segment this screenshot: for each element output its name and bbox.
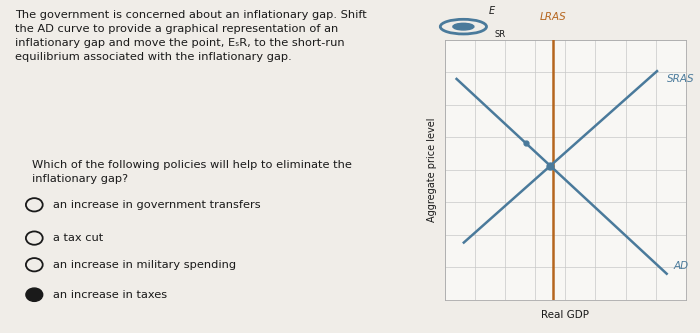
Text: an increase in government transfers: an increase in government transfers xyxy=(53,200,261,210)
Text: an increase in taxes: an increase in taxes xyxy=(53,290,167,300)
Text: The government is concerned about an inflationary gap. Shift
the AD curve to pro: The government is concerned about an inf… xyxy=(15,10,367,62)
Text: SR: SR xyxy=(495,30,506,39)
Text: LRAS: LRAS xyxy=(540,12,566,22)
Text: Real GDP: Real GDP xyxy=(541,310,589,320)
Circle shape xyxy=(453,23,474,30)
Text: SRAS: SRAS xyxy=(666,74,694,84)
Text: a tax cut: a tax cut xyxy=(53,233,104,243)
Circle shape xyxy=(26,288,43,301)
Text: Aggregate price level: Aggregate price level xyxy=(427,118,438,222)
Text: Which of the following policies will help to eliminate the
inflationary gap?: Which of the following policies will hel… xyxy=(32,160,352,184)
Text: an increase in military spending: an increase in military spending xyxy=(53,260,237,270)
Text: AD: AD xyxy=(674,261,689,271)
Text: E: E xyxy=(489,6,495,16)
